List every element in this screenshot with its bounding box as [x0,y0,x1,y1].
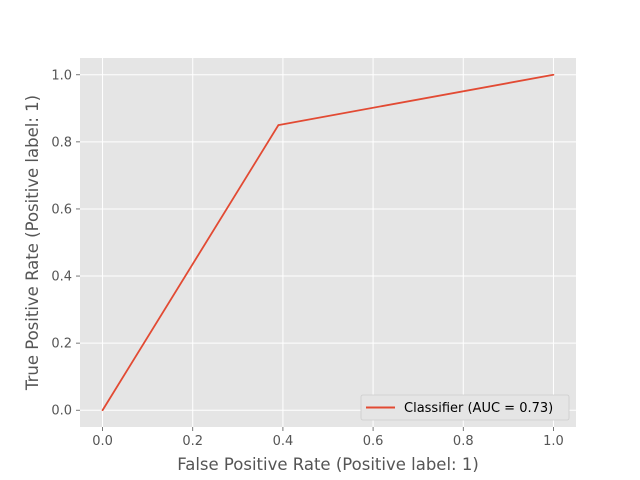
roc-point [552,73,555,76]
x-tick-label: 0.4 [273,434,294,449]
legend-label: Classifier (AUC = 0.73) [404,401,553,416]
y-tick-label: 0.2 [51,337,72,352]
y-axis-label: True Positive Rate (Positive label: 1) [23,95,42,391]
roc-point [101,409,104,412]
x-tick-label: 0.8 [453,434,474,449]
y-tick-label: 0.6 [51,202,72,217]
y-axis-ticks: 0.0 0.2 0.4 0.6 0.8 1.0 [51,68,80,419]
roc-point [277,124,280,126]
plot-area [80,58,576,427]
x-tick-label: 0.2 [182,434,203,449]
x-axis-label: False Positive Rate (Positive label: 1) [177,455,479,474]
legend-box [360,394,570,421]
x-tick-label: 0.6 [363,434,384,449]
x-tick-label: 1.0 [543,434,564,449]
x-tick-label: 0.0 [92,434,113,449]
grid [80,58,576,427]
x-axis-ticks: 0.0 0.2 0.4 0.6 0.8 1.0 [92,427,564,449]
y-tick-label: 0.4 [51,270,72,285]
y-tick-label: 0.0 [51,404,72,419]
series-group [101,73,555,412]
y-tick-label: 0.8 [51,135,72,150]
legend: Classifier (AUC = 0.73) [360,394,570,421]
y-tick-label: 1.0 [51,68,72,83]
